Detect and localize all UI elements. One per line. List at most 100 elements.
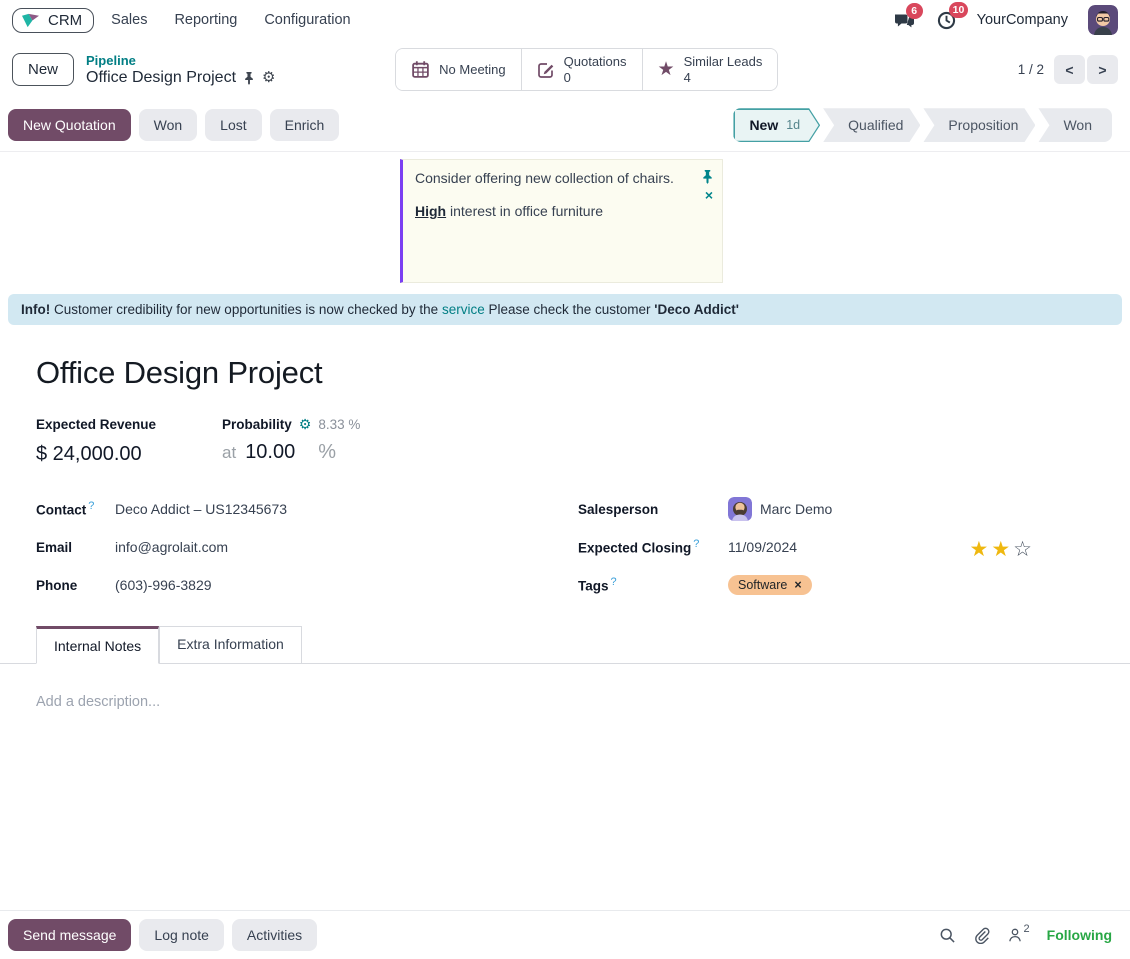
revenue-block: Expected Revenue $ 24,000.00 Probability… (36, 417, 1094, 466)
salesperson-field: Salesperson Marc Demo (578, 496, 1094, 522)
edit-note-icon (537, 61, 555, 79)
attachment-icon[interactable] (973, 927, 990, 944)
tag-software[interactable]: Software × (728, 575, 812, 596)
quotations-button[interactable]: Quotations 0 (521, 49, 643, 91)
stage-new[interactable]: New 1d (733, 108, 820, 142)
pin-icon[interactable] (243, 71, 255, 85)
lost-button[interactable]: Lost (205, 109, 262, 142)
note-pin-icon[interactable] (701, 169, 714, 185)
top-navbar: CRM Sales Reporting Configuration 6 10 (0, 0, 1130, 40)
send-message-button[interactable]: Send message (8, 919, 132, 951)
menu-configuration[interactable]: Configuration (264, 12, 351, 28)
stat-buttons: No Meeting Quotations 0 ★ Similar Leads … (395, 48, 779, 92)
company-name[interactable]: YourCompany (976, 12, 1068, 28)
new-record-button[interactable]: New (12, 53, 75, 87)
salesperson-avatar (728, 497, 752, 522)
chat-bubbles-icon (893, 11, 916, 30)
probability-hint: 8.33 % (318, 417, 361, 433)
note-area: Consider offering new collection of chai… (0, 152, 1130, 288)
help-icon: ? (88, 500, 95, 513)
email-field: Email info@agrolait.com (36, 539, 229, 556)
phone-field: Phone (603)-996-3829 (36, 577, 212, 594)
expected-revenue-value[interactable]: $ 24,000.00 (36, 443, 142, 466)
star-filled-icon[interactable]: ★ (969, 537, 989, 562)
banner-customer-name: 'Deco Addict' (654, 302, 739, 318)
opportunity-title[interactable]: Office Design Project (36, 355, 323, 391)
won-button[interactable]: Won (138, 109, 198, 142)
search-messages-icon[interactable] (939, 927, 956, 944)
star-filled-icon[interactable]: ★ (991, 537, 1011, 562)
contact-field: Contact? Deco Addict – US12345673 (36, 500, 288, 519)
tags-field: Tags? Software × (578, 572, 1094, 598)
note-line-1: Consider offering new collection of chai… (415, 170, 674, 187)
percent-sign: % (318, 441, 337, 464)
expected-closing-value[interactable]: 11/09/2024 (728, 539, 798, 556)
messages-badge: 6 (905, 2, 923, 19)
stage-qualified[interactable]: Qualified (823, 108, 920, 142)
stage-proposition[interactable]: Proposition (923, 108, 1035, 142)
star-empty-icon[interactable]: ☆ (1013, 537, 1032, 562)
chatter-bar: Send message Log note Activities 2 Follo… (0, 910, 1130, 959)
banner-bold-prefix: Info! (21, 302, 51, 318)
followers-icon[interactable]: 2 (1007, 923, 1030, 943)
help-icon: ? (610, 576, 617, 589)
similar-leads-button[interactable]: ★ Similar Leads 4 (642, 49, 778, 91)
salesperson-value[interactable]: Marc Demo (728, 497, 832, 522)
pager-counter[interactable]: 1 / 2 (1017, 62, 1044, 78)
similar-leads-label: Similar Leads (683, 54, 763, 69)
settings-gear-icon[interactable]: ⚙ (262, 68, 276, 87)
crm-app-icon (20, 12, 41, 29)
control-panel: New Pipeline Office Design Project ⚙ (0, 40, 1130, 99)
service-link[interactable]: service (441, 302, 485, 318)
tab-extra-information[interactable]: Extra Information (159, 626, 302, 665)
pager-next-button[interactable]: > (1086, 55, 1118, 85)
breadcrumb-current: Office Design Project (86, 68, 237, 86)
note-close-icon[interactable]: × (704, 187, 713, 204)
no-meeting-button[interactable]: No Meeting (396, 49, 522, 91)
breadcrumb: Pipeline Office Design Project ⚙ (86, 53, 275, 87)
new-quotation-button[interactable]: New Quotation (8, 109, 131, 142)
phone-value[interactable]: (603)-996-3829 (115, 577, 212, 594)
breadcrumb-pipeline-link[interactable]: Pipeline (86, 52, 136, 68)
contact-value[interactable]: Deco Addict – US12345673 (115, 501, 288, 518)
enrich-button[interactable]: Enrich (269, 109, 340, 142)
similar-leads-count: 4 (683, 69, 691, 85)
following-button[interactable]: Following (1046, 927, 1112, 943)
form-sheet: Office Design Project Expected Revenue $… (0, 331, 1130, 910)
calendar-icon (411, 60, 430, 79)
quotations-label: Quotations (563, 54, 627, 69)
info-banner: Info! Customer credibility for new oppor… (8, 294, 1122, 326)
note-line-2: High interest in office furniture (415, 203, 604, 220)
app-switcher[interactable]: CRM (12, 7, 95, 33)
tab-internal-notes[interactable]: Internal Notes (36, 626, 160, 665)
description-editor[interactable]: Add a description... (36, 694, 161, 711)
no-meeting-label: No Meeting (439, 61, 506, 77)
priority-stars: ★ ★ ☆ (970, 539, 1032, 560)
messages-menu[interactable]: 6 (893, 2, 923, 30)
stage-duration-badge: 1d (786, 118, 801, 133)
menu-reporting[interactable]: Reporting (174, 12, 238, 28)
menu-sales[interactable]: Sales (111, 12, 148, 28)
stage-pipeline: New 1d Qualified Proposition Won (733, 108, 1112, 143)
activities-menu[interactable]: 10 (936, 1, 969, 31)
notebook-tabs: Internal Notes Extra Information (0, 626, 1130, 665)
clock-icon (936, 10, 957, 31)
stage-won[interactable]: Won (1038, 108, 1112, 143)
at-label: at (222, 443, 237, 463)
sticky-note: Consider offering new collection of chai… (400, 159, 723, 284)
probability-value[interactable]: 10.00 (245, 441, 296, 464)
tag-remove-icon[interactable]: × (794, 578, 802, 593)
probability-gear-icon[interactable]: ⚙ (298, 416, 312, 433)
activities-button[interactable]: Activities (231, 919, 318, 951)
star-icon: ★ (657, 58, 675, 81)
email-value[interactable]: info@agrolait.com (115, 539, 229, 556)
pager: 1 / 2 < > (1017, 55, 1118, 85)
pager-prev-button[interactable]: < (1053, 55, 1085, 85)
help-icon: ? (693, 538, 700, 551)
log-note-button[interactable]: Log note (139, 919, 224, 951)
quotations-count: 0 (563, 69, 571, 85)
expected-closing-field: Expected Closing? 11/09/2024 (578, 538, 798, 557)
user-avatar[interactable] (1088, 5, 1118, 35)
probability-label: Probability (222, 417, 292, 433)
field-grid: Contact? Deco Addict – US12345673 Email … (36, 496, 1094, 610)
